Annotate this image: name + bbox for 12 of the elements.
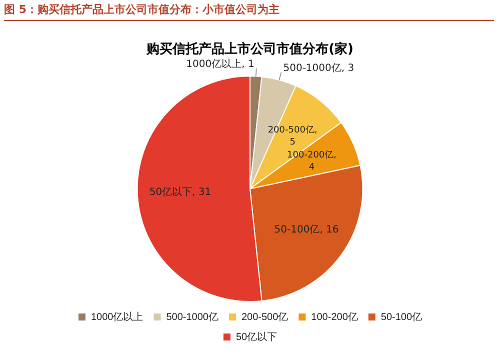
legend-label: 100-200亿 (311, 312, 358, 323)
data-label: 500-1000亿, 3 (283, 62, 354, 74)
legend-label: 50亿以下 (236, 330, 278, 343)
chart-subtitle: 购买信托产品上市公司市值分布(家) (146, 41, 354, 58)
data-label: 50-100亿, 16 (274, 224, 339, 236)
data-label: 1000亿以上, 1 (186, 58, 254, 70)
legend-label: 500-1000亿 (166, 312, 218, 323)
chart-title: 图 5：购买信托产品上市公司市值分布：小市值公司为主 (4, 2, 494, 21)
legend-label: 200-500亿 (241, 312, 288, 323)
legend-label: 50-100亿 (380, 312, 422, 323)
data-label: 50亿以下, 31 (149, 186, 212, 198)
legend-label: 1000亿以上 (90, 310, 144, 323)
